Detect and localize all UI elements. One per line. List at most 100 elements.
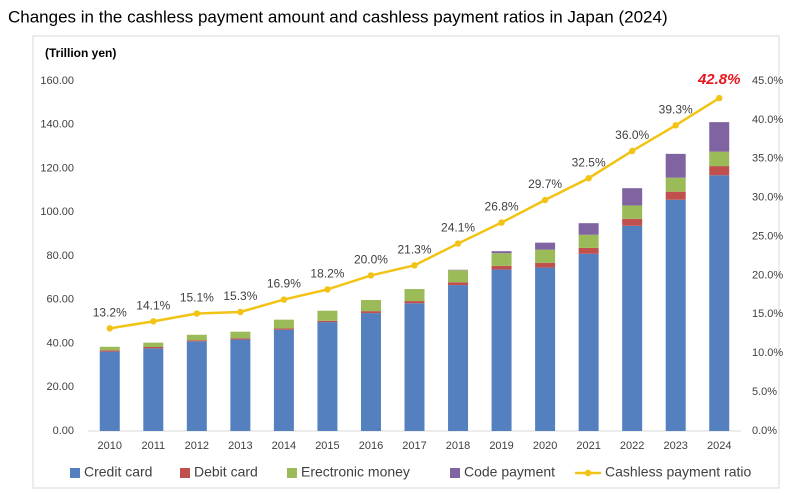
data-label: 29.7%: [528, 177, 562, 191]
bar-segment: [99, 351, 120, 431]
bar-segment: [273, 328, 294, 330]
legend-label: Credit card: [84, 464, 152, 480]
bar-segment: [99, 346, 120, 351]
x-tick-label: 2019: [489, 440, 513, 452]
bar-segment: [360, 299, 381, 312]
bar-segment: [491, 251, 512, 254]
bar-segment: [535, 267, 556, 431]
ratio-point: [672, 122, 679, 129]
bar-segment: [491, 269, 512, 431]
x-tick-label: 2012: [185, 440, 209, 452]
y2-tick-label: 40.0%: [752, 114, 783, 126]
bar-segment: [622, 205, 643, 219]
bar-segment: [230, 331, 251, 339]
bar-segment: [143, 347, 164, 349]
bar-segment: [99, 350, 120, 352]
legend-marker: [584, 469, 592, 477]
y2-tick-label: 20.0%: [752, 269, 783, 281]
x-tick-label: 2015: [315, 440, 339, 452]
bar-segment: [491, 253, 512, 266]
bar-segment: [578, 234, 599, 248]
x-tick-label: 2010: [98, 440, 122, 452]
data-label: 14.1%: [136, 299, 170, 313]
y-tick-label: 40.00: [46, 337, 74, 349]
data-label: 42.8%: [697, 71, 741, 88]
y2-tick-label: 0.0%: [752, 425, 777, 437]
bar-segment: [360, 313, 381, 431]
bar-segment: [404, 289, 425, 302]
chart-frame: [32, 35, 780, 489]
bar-segment: [709, 151, 730, 167]
legend-swatch: [70, 468, 80, 478]
data-label: 13.2%: [93, 306, 127, 320]
legend-label: Debit card: [194, 464, 258, 480]
bar-segment: [448, 270, 469, 283]
bar-segment: [578, 253, 599, 431]
y-tick-label: 20.00: [46, 381, 74, 393]
x-tick-label: 2022: [620, 440, 644, 452]
bar-segment: [535, 262, 556, 268]
ratio-point: [628, 147, 636, 155]
x-tick-label: 2023: [663, 440, 687, 452]
bar-segment: [535, 249, 556, 263]
ratio-point: [454, 240, 462, 247]
data-label: 18.2%: [310, 267, 344, 281]
x-tick-label: 2024: [707, 440, 731, 452]
y-tick-label: 100.00: [40, 206, 74, 218]
bar-segment: [230, 339, 251, 431]
bar-segment: [448, 285, 469, 431]
x-tick-label: 2018: [446, 440, 470, 452]
legend-swatch: [450, 468, 460, 478]
bar-segment: [317, 310, 338, 321]
y2-tick-label: 35.0%: [752, 153, 783, 165]
ratio-point: [106, 325, 113, 332]
bar-segment: [143, 342, 164, 347]
ratio-point: [498, 219, 505, 226]
bar-segment: [273, 319, 294, 329]
bar-segment: [622, 225, 643, 431]
y2-tick-label: 30.0%: [752, 192, 783, 204]
bar-segment: [317, 322, 338, 431]
bar-segment: [273, 329, 294, 431]
legend-label: Cashless payment ratio: [605, 464, 752, 480]
bar-segment: [709, 122, 730, 152]
bar-segment: [709, 166, 730, 176]
x-tick-label: 2017: [402, 440, 426, 452]
chart-title: Changes in the cashless payment amount a…: [8, 7, 668, 26]
data-label: 15.1%: [180, 291, 214, 305]
y-tick-label: 60.00: [46, 294, 74, 306]
bar-segment: [230, 338, 251, 340]
bar-segment: [448, 282, 469, 286]
data-label: 21.3%: [397, 243, 431, 257]
bar-segment: [143, 348, 164, 431]
y2-tick-label: 5.0%: [752, 386, 777, 398]
y-tick-label: 120.00: [40, 162, 74, 174]
ratio-point: [541, 196, 549, 204]
bar-segment: [404, 303, 425, 431]
legend-swatch: [287, 468, 297, 478]
y-tick-label: 140.00: [40, 119, 74, 131]
ratio-point: [280, 296, 288, 303]
data-label: 39.3%: [659, 103, 693, 117]
data-label: 26.8%: [485, 200, 519, 214]
y-axis-label: (Trillion yen): [45, 46, 116, 60]
ratio-point: [150, 318, 157, 325]
bar-segment: [317, 320, 338, 323]
x-tick-label: 2013: [228, 440, 252, 452]
bar-segment: [491, 265, 512, 270]
y2-tick-label: 25.0%: [752, 230, 783, 242]
bar-segment: [360, 311, 381, 314]
y-tick-label: 80.00: [46, 250, 74, 262]
bar-segment: [665, 153, 686, 178]
ratio-point: [716, 94, 723, 102]
bar-segment: [535, 242, 556, 250]
legend-label: Code payment: [464, 464, 555, 480]
y2-tick-label: 45.0%: [752, 75, 783, 87]
bar-segment: [404, 301, 425, 304]
legend-swatch: [180, 468, 190, 478]
bar-segment: [665, 199, 686, 431]
data-label: 36.0%: [615, 128, 649, 142]
bar-segment: [186, 340, 207, 342]
bar-segment: [578, 223, 599, 235]
